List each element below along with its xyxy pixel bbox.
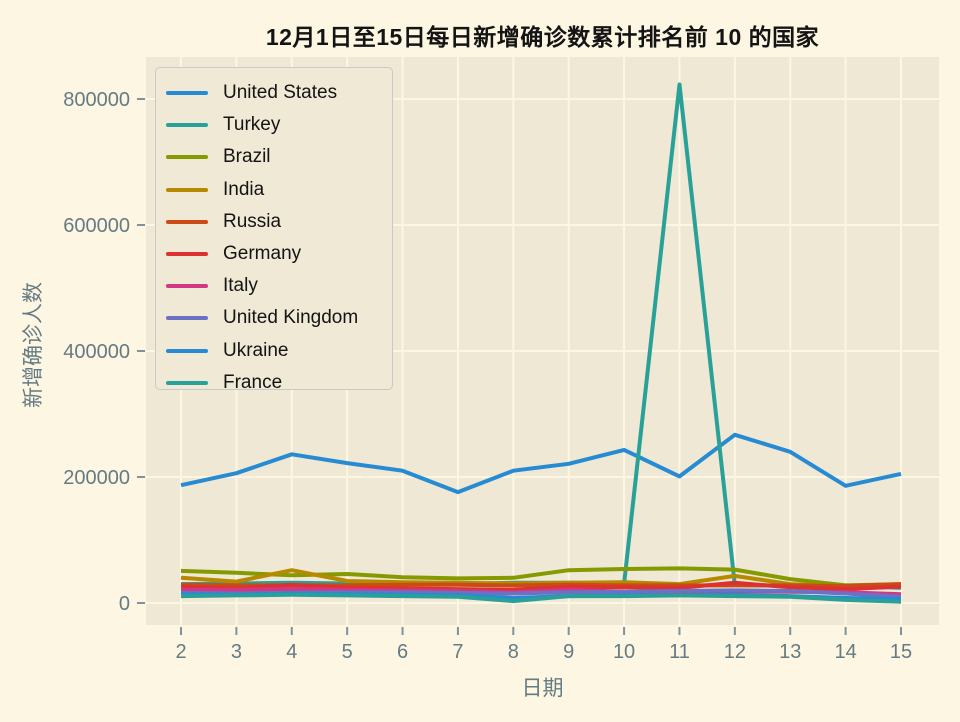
legend: United States Turkey Brazil India Russia… <box>155 67 393 393</box>
chart-title: 12月1日至15日每日新增确诊数累计排名前 10 的国家 <box>265 24 820 50</box>
legend-swatch <box>166 91 208 96</box>
x-tick-label: 8 <box>508 641 519 663</box>
x-tick-label: 11 <box>669 641 690 663</box>
x-tick-label: 7 <box>452 641 463 663</box>
x-tick-label: 12 <box>724 641 746 663</box>
axis-tick-marks <box>137 98 902 635</box>
legend-swatch <box>166 348 208 353</box>
legend-item-france: France <box>166 367 392 399</box>
legend-label: United Kingdom <box>223 307 359 329</box>
y-axis-label: 新增确诊人数 <box>22 282 45 408</box>
x-tick-label: 9 <box>563 641 574 663</box>
legend-item-germany: Germany <box>166 238 392 270</box>
y-tick-label: 0 <box>119 593 130 615</box>
series-line-united-states <box>180 432 902 495</box>
x-tick-label: 15 <box>890 641 912 663</box>
x-tick-label: 4 <box>286 641 297 663</box>
axis-tick-labels: 2 3 4 5 6 7 8 9 10 11 12 13 14 15 0 200000 400000 600000 8… <box>63 89 912 663</box>
legend-label: Germany <box>223 243 302 265</box>
series-lines <box>180 82 902 604</box>
legend-label: Brazil <box>223 146 271 168</box>
legend-swatch <box>166 155 208 160</box>
legend-label: France <box>223 371 283 393</box>
legend-item-united-kingdom: United Kingdom <box>166 302 392 334</box>
x-tick-label: 5 <box>342 641 353 663</box>
legend-label: United States <box>223 82 338 104</box>
series-line-brazil <box>180 566 902 588</box>
x-axis-label: 日期 <box>521 677 564 700</box>
legend-item-italy: Italy <box>166 270 392 302</box>
legend-label: Ukraine <box>223 339 289 361</box>
legend-label: Turkey <box>223 114 281 136</box>
series-line-france <box>180 592 902 604</box>
legend-label: Italy <box>223 275 258 297</box>
legend-item-india: India <box>166 174 392 206</box>
x-tick-label: 3 <box>231 641 242 663</box>
x-tick-label: 13 <box>779 641 801 663</box>
legend-item-united-states: United States <box>166 77 392 109</box>
legend-swatch <box>166 316 208 321</box>
legend-swatch <box>166 380 208 385</box>
legend-swatch <box>166 187 208 192</box>
x-tick-label: 10 <box>613 641 635 663</box>
y-tick-label: 400000 <box>63 341 130 363</box>
legend-swatch <box>166 284 208 289</box>
legend-label: India <box>223 178 265 200</box>
legend-label: Russia <box>223 210 282 232</box>
legend-item-ukraine: Ukraine <box>166 335 392 367</box>
y-tick-label: 200000 <box>63 467 130 489</box>
x-tick-label: 14 <box>834 641 856 663</box>
x-tick-label: 2 <box>175 641 186 663</box>
y-tick-label: 600000 <box>63 215 130 237</box>
y-tick-label: 800000 <box>63 89 130 111</box>
legend-swatch <box>166 123 208 128</box>
legend-item-turkey: Turkey <box>166 109 392 141</box>
legend-item-russia: Russia <box>166 206 392 238</box>
series-line-germany <box>180 580 902 592</box>
legend-swatch <box>166 252 208 257</box>
legend-swatch <box>166 219 208 224</box>
x-tick-label: 6 <box>397 641 408 663</box>
legend-item-brazil: Brazil <box>166 141 392 173</box>
